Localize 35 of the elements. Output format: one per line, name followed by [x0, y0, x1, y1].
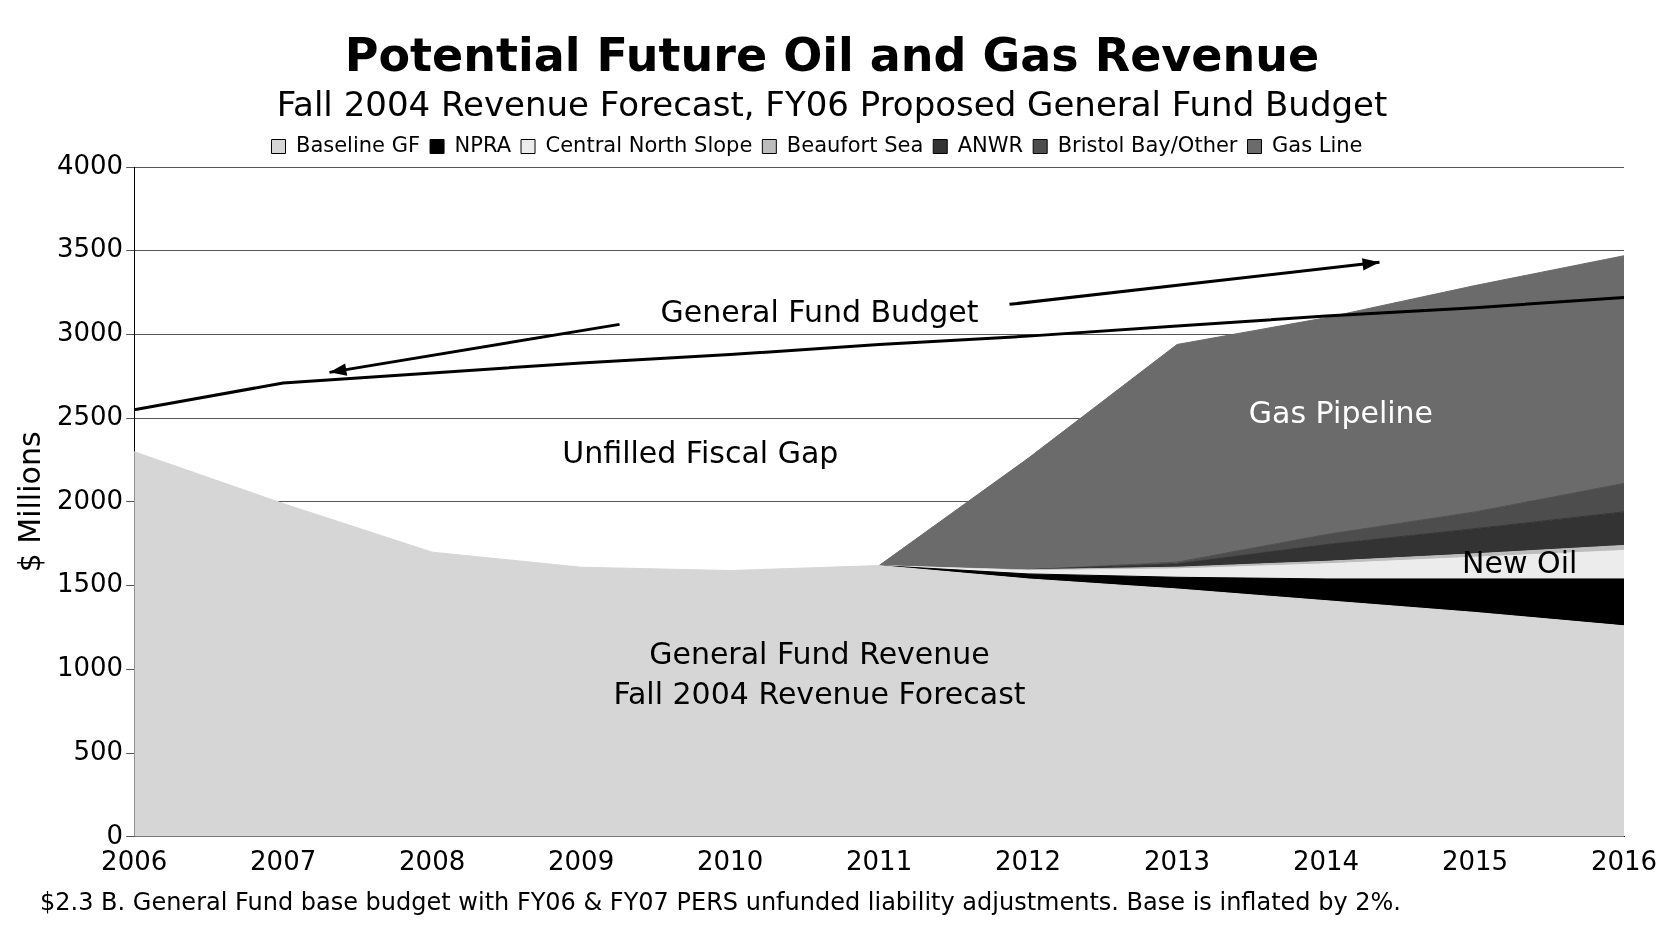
annotation: New Oil — [1462, 545, 1578, 581]
annotation: Gas Pipeline — [1248, 394, 1434, 430]
legend-label: ANWR — [957, 132, 1024, 157]
y-tick-label: 2000 — [57, 484, 124, 515]
y-tick-label: 500 — [73, 735, 124, 766]
legend-label: Bristol Bay/Other — [1057, 132, 1238, 157]
text: $2.3 B. General Fund base budget with FY06 & FY07 PERS unfunded liability adjustments. Base is inflated by 2%. — [40, 888, 1401, 916]
x-tick-label: 2008 — [399, 846, 466, 877]
legend-label: Gas Line — [1271, 132, 1363, 157]
y-tick-label: 3500 — [57, 233, 124, 264]
chart-title: Potential Future Oil and Gas Revenue — [343, 28, 1321, 82]
x-tick-label: 2007 — [250, 846, 317, 877]
x-tick-label: 2010 — [697, 846, 764, 877]
chart-subtitle: Fall 2004 Revenue Forecast, FY06 Proposed General Fund Budget — [275, 83, 1389, 126]
y-tick-label: 1000 — [57, 652, 124, 683]
x-tick-label: 2016 — [1590, 846, 1658, 877]
annotation: General Fund Budget — [660, 294, 979, 330]
annotation: General Fund Revenue — [649, 635, 990, 671]
legend-label: Beaufort Sea — [786, 132, 924, 157]
x-tick-label: 2011 — [846, 846, 913, 877]
x-tick-label: 2009 — [548, 846, 615, 877]
x-tick-label: 2014 — [1292, 846, 1360, 877]
y-axis-title: $ Millions — [11, 431, 47, 573]
x-tick-label: 2013 — [1143, 846, 1211, 877]
y-tick-label: 1500 — [57, 568, 124, 599]
x-tick-label: 2012 — [994, 846, 1062, 877]
annotation: Unfilled Fiscal Gap — [562, 434, 839, 470]
annotation: Fall 2004 Revenue Forecast — [613, 675, 1026, 711]
legend-label: Baseline GF — [295, 132, 421, 157]
y-tick-label: 3000 — [57, 317, 124, 348]
y-tick-label: 2500 — [57, 400, 124, 431]
y-tick-label: 4000 — [57, 149, 124, 180]
legend-label: Central North Slope — [545, 132, 753, 157]
legend-label: NPRA — [454, 132, 512, 157]
x-tick-label: 2015 — [1441, 846, 1509, 877]
